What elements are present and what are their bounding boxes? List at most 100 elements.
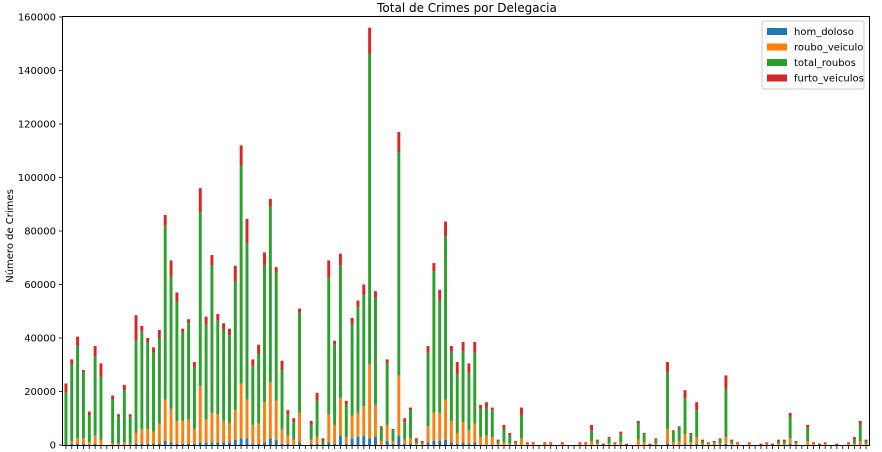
bar-segment-furto_veiculos — [461, 342, 465, 352]
bar-segment-furto_veiculos — [736, 442, 740, 444]
bar-segment-furto_veiculos — [701, 439, 704, 441]
bar-segment-furto_veiculos — [765, 442, 769, 444]
bar-segment-roubo_veiculo — [374, 404, 377, 437]
bar-segment-total_roubos — [689, 434, 693, 443]
bar-segment-hom_doloso — [391, 443, 395, 445]
bar-segment-total_roubos — [268, 206, 272, 383]
bar-segment-roubo_veiculo — [666, 428, 669, 444]
bar-segment-roubo_veiculo — [344, 436, 348, 444]
bar-segment-furto_veiculos — [344, 400, 348, 405]
bar-segment-roubo_veiculo — [461, 422, 465, 443]
bar-segment-furto_veiculos — [76, 336, 80, 347]
bar-segment-total_roubos — [794, 442, 798, 444]
bar-segment-roubo_veiculo — [595, 443, 599, 445]
bar-segment-total_roubos — [64, 392, 68, 445]
bar-segment-roubo_veiculo — [864, 443, 868, 445]
bar-segment-furto_veiculos — [788, 412, 792, 417]
bar-segment-total_roubos — [782, 440, 786, 444]
bar-segment-roubo_veiculo — [327, 414, 331, 443]
bar-segment-roubo_veiculo — [706, 443, 710, 445]
bar-segment-roubo_veiculo — [847, 443, 851, 445]
bar-segment-furto_veiculos — [292, 418, 296, 423]
bar-segment-total_roubos — [520, 415, 523, 439]
bar-segment-total_roubos — [210, 265, 214, 413]
bar-segment-hom_doloso — [368, 438, 372, 445]
bar-segment-furto_veiculos — [835, 443, 839, 445]
bar-segment-roubo_veiculo — [777, 443, 780, 445]
bar-segment-roubo_veiculo — [175, 420, 179, 444]
bar-segment-roubo_veiculo — [163, 399, 167, 441]
bar-segment-total_roubos — [175, 301, 179, 421]
bar-segment-furto_veiculos — [502, 424, 506, 429]
bar-segment-furto_veiculos — [479, 404, 483, 409]
bar-segment-total_roubos — [228, 335, 231, 424]
bar-segment-hom_doloso — [432, 440, 436, 445]
bar-segment-hom_doloso — [198, 442, 202, 445]
bar-segment-furto_veiculos — [560, 442, 564, 444]
bar-segment-total_roubos — [233, 281, 237, 411]
bar-segment-total_roubos — [263, 265, 266, 403]
bar-segment-furto_veiculos — [642, 432, 646, 435]
bar-segment-total_roubos — [490, 410, 494, 437]
bar-segment-furto_veiculos — [327, 260, 331, 278]
bar-segment-roubo_veiculo — [333, 424, 337, 444]
bar-segment-total_roubos — [864, 440, 868, 444]
legend-swatch-furto_veiculos — [767, 74, 787, 82]
bar-segment-roubo_veiculo — [268, 382, 272, 439]
bar-segment-hom_doloso — [233, 439, 237, 445]
bar-segment-hom_doloso — [449, 442, 453, 445]
bar-segment-total_roubos — [87, 415, 91, 443]
y-tick-label: 60000 — [24, 280, 56, 291]
bar-segment-furto_veiculos — [321, 438, 325, 441]
bar-segment-hom_doloso — [280, 443, 284, 445]
bar-segment-furto_veiculos — [233, 265, 237, 282]
bar-segment-hom_doloso — [222, 442, 226, 445]
bar-segment-hom_doloso — [666, 443, 669, 445]
bar-segment-roubo_veiculo — [712, 443, 716, 445]
bar-segment-roubo_veiculo — [479, 436, 483, 445]
bar-segment-hom_doloso — [695, 443, 699, 445]
bar-segment-furto_veiculos — [403, 418, 407, 423]
bar-segment-furto_veiculos — [595, 439, 599, 441]
bar-segment-hom_doloso — [344, 443, 348, 445]
bar-segment-furto_veiculos — [187, 319, 191, 324]
bar-segment-furto_veiculos — [298, 308, 301, 313]
bar-segment-total_roubos — [117, 416, 120, 444]
bar-segment-furto_veiculos — [794, 440, 798, 443]
bar-segment-hom_doloso — [76, 443, 80, 445]
bar-segment-total_roubos — [181, 332, 185, 421]
bar-segment-hom_doloso — [134, 443, 138, 445]
bar-segment-furto_veiculos — [590, 424, 594, 431]
bar-segment-furto_veiculos — [192, 362, 196, 368]
bar-segment-hom_doloso — [467, 443, 471, 445]
bar-segment-hom_doloso — [169, 442, 173, 445]
bar-segment-hom_doloso — [356, 436, 360, 445]
bar-segment-hom_doloso — [152, 443, 155, 445]
bar-segment-furto_veiculos — [420, 440, 424, 443]
bar-segment-roubo_veiculo — [379, 440, 383, 445]
bar-segment-total_roubos — [362, 295, 366, 407]
bar-segment-roubo_veiculo — [70, 440, 74, 444]
bar-segment-total_roubos — [292, 422, 296, 440]
bar-segment-furto_veiculos — [525, 442, 529, 444]
legend-label-roubo_veiculo: roubo_veiculo — [794, 43, 863, 54]
bar-segment-total_roubos — [449, 351, 453, 421]
bar-segment-furto_veiculos — [671, 430, 675, 432]
bar-segment-roubo_veiculo — [426, 426, 430, 443]
bar-segment-roubo_veiculo — [671, 442, 675, 445]
bar-segment-roubo_veiculo — [701, 443, 704, 445]
bar-segment-roubo_veiculo — [140, 428, 144, 444]
bar-segment-furto_veiculos — [607, 436, 611, 439]
bar-segment-hom_doloso — [724, 443, 728, 445]
legend: hom_doloso roubo_veiculo total_roubosfurto… — [761, 20, 865, 90]
bar-segment-total_roubos — [391, 430, 395, 441]
bar-segment-furto_veiculos — [210, 255, 214, 266]
bar-segment-roubo_veiculo — [467, 430, 471, 444]
bar-segment-hom_doloso — [286, 443, 290, 445]
bar-segment-furto_veiculos — [379, 426, 383, 428]
bar-segment-roubo_veiculo — [409, 438, 412, 444]
bar-segment-roubo_veiculo — [607, 443, 611, 445]
bar-segment-furto_veiculos — [350, 317, 354, 325]
bar-segment-roubo_veiculo — [677, 440, 681, 445]
